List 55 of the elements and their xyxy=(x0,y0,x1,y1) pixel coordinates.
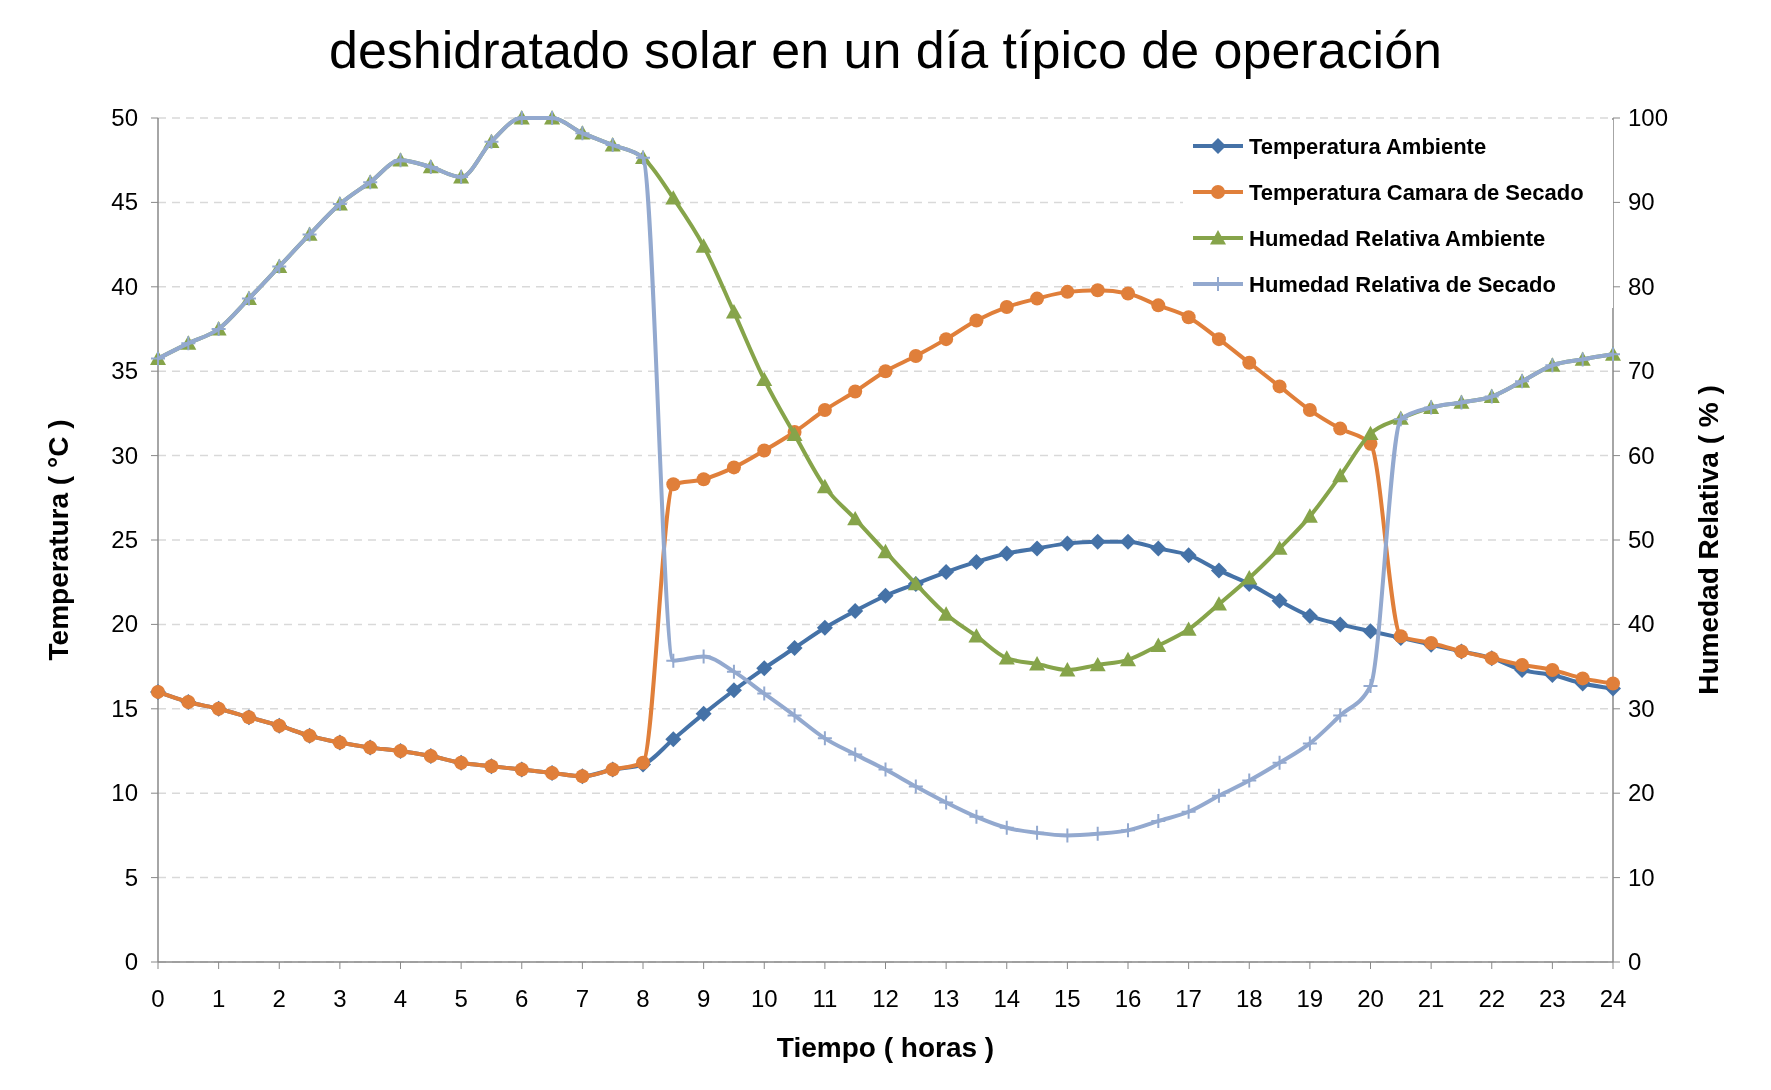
y2-tick-label: 50 xyxy=(1628,526,1655,553)
x-tick-label: 2 xyxy=(272,985,286,1012)
y2-tick-label: 80 xyxy=(1628,272,1655,300)
y-tick-label: 30 xyxy=(111,441,138,469)
y2-tick-label: 40 xyxy=(1628,610,1655,638)
y2-tick-label: 10 xyxy=(1628,863,1655,891)
x-tick-label: 3 xyxy=(333,985,347,1012)
x-tick-label: 22 xyxy=(1478,985,1506,1012)
x-tick-label: 9 xyxy=(696,985,711,1012)
y2-axis-title: Humedad Relativa ( % ) xyxy=(1693,385,1724,695)
legend-label: Humedad Relativa Ambiente xyxy=(1249,226,1546,251)
x-tick-label: 18 xyxy=(1235,985,1263,1012)
y2-tick-label: 70 xyxy=(1628,357,1655,385)
x-tick-label: 19 xyxy=(1296,985,1324,1012)
legend-label: Humedad Relativa de Secado xyxy=(1249,272,1556,297)
y-tick-label: 35 xyxy=(111,357,138,385)
y-tick-label: 40 xyxy=(111,272,138,300)
y2-tick-label: 60 xyxy=(1628,441,1655,469)
x-tick-label: 6 xyxy=(515,985,529,1012)
x-tick-label: 16 xyxy=(1114,985,1142,1012)
x-tick-label: 17 xyxy=(1175,985,1202,1012)
x-tick-label: 21 xyxy=(1417,985,1445,1012)
y-tick-label: 50 xyxy=(111,104,138,131)
x-tick-label: 23 xyxy=(1539,985,1566,1012)
y2-tick-label: 30 xyxy=(1628,694,1655,722)
x-tick-label: 15 xyxy=(1054,985,1081,1012)
y-tick-label: 20 xyxy=(111,610,138,638)
legend-label: Temperatura Camara de Secado xyxy=(1249,180,1584,205)
y2-tick-label: 100 xyxy=(1628,104,1669,131)
x-tick-label: 12 xyxy=(872,985,899,1012)
x-tick-label: 0 xyxy=(151,985,165,1012)
y2-tick-label: 90 xyxy=(1628,188,1655,216)
x-tick-label: 20 xyxy=(1357,985,1384,1012)
x-tick-label: 14 xyxy=(993,985,1021,1012)
x-tick-label: 4 xyxy=(393,985,408,1012)
y2-tick-label: 0 xyxy=(1628,948,1642,975)
chart-title: deshidratado solar en un día típico de operación xyxy=(329,21,1442,79)
y-tick-label: 0 xyxy=(124,948,138,975)
y2-tick-label: 20 xyxy=(1628,779,1655,807)
legend-label: Temperatura Ambiente xyxy=(1249,134,1487,159)
y-axis-title: Temperatura ( °C ) xyxy=(43,419,74,661)
x-tick-label: 13 xyxy=(932,985,960,1012)
x-tick-label: 8 xyxy=(636,985,650,1012)
y-tick-label: 10 xyxy=(111,779,138,807)
y-tick-label: 5 xyxy=(124,863,138,891)
x-tick-label: 7 xyxy=(575,985,590,1012)
y-tick-label: 45 xyxy=(111,188,138,216)
x-axis-title: Tiempo ( horas ) xyxy=(776,1032,995,1063)
y-tick-label: 25 xyxy=(111,526,138,553)
x-tick-label: 24 xyxy=(1599,985,1627,1012)
x-tick-label: 10 xyxy=(750,985,778,1012)
x-tick-label: 5 xyxy=(454,985,468,1012)
y-tick-label: 15 xyxy=(111,694,138,722)
x-tick-label: 11 xyxy=(812,985,838,1012)
x-tick-label: 1 xyxy=(211,985,226,1012)
